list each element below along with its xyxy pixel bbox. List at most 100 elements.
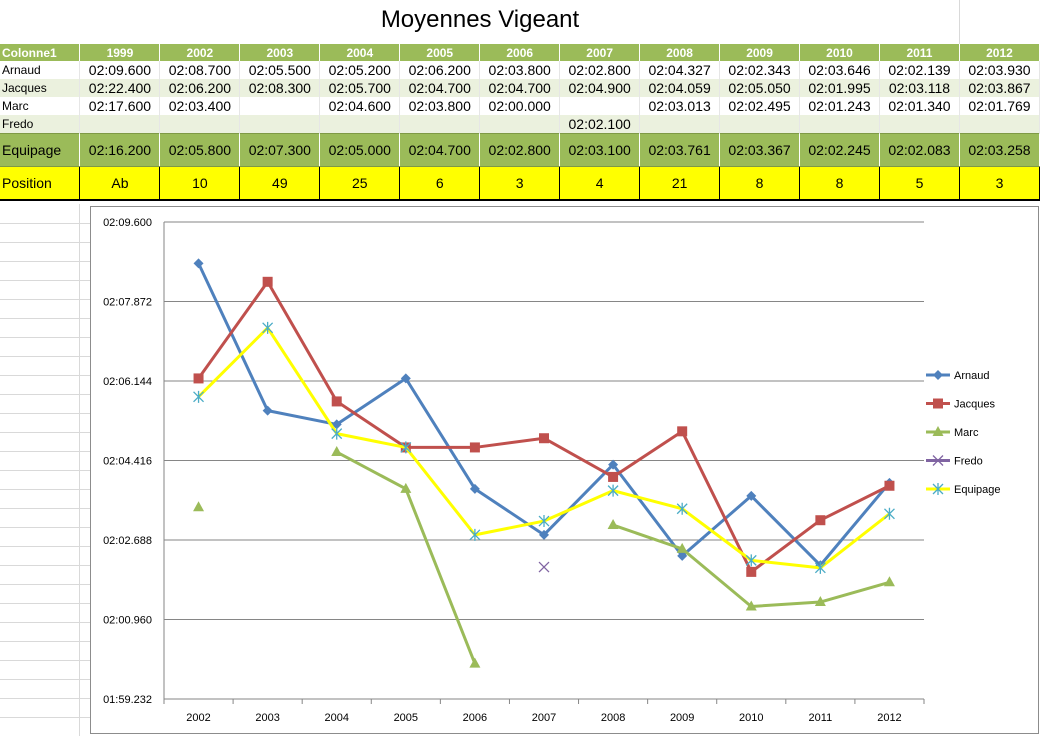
table-cell[interactable]: 02:05.500 [239,61,321,79]
table-cell[interactable]: 3 [479,166,561,201]
table-cell[interactable]: 02:06.200 [159,79,241,97]
legend-marker-arnaud [933,370,943,380]
table-cell[interactable] [319,115,401,134]
column-header-year[interactable]: 2009 [719,44,801,61]
row-divider [0,679,90,680]
table-cell[interactable]: 5 [879,166,960,201]
row-label[interactable]: Position [0,166,81,201]
column-header[interactable]: Colonne1 [0,44,81,61]
table-cell[interactable]: 02:00.000 [479,97,561,115]
row-label[interactable]: Fredo [0,115,81,134]
table-cell[interactable]: 02:04.700 [399,79,481,97]
table-cell[interactable]: 02:03.367 [719,133,801,167]
table-cell[interactable]: 02:02.343 [719,61,801,79]
table-cell[interactable]: 02:01.995 [799,79,880,97]
table-cell[interactable]: 02:05.200 [319,61,401,79]
table-cell[interactable]: 02:03.800 [479,61,561,79]
table-cell[interactable]: 49 [239,166,321,201]
table-cell[interactable]: 02:03.930 [959,61,1040,79]
table-cell[interactable]: 02:05.700 [319,79,401,97]
table-cell[interactable]: 02:01.243 [799,97,880,115]
table-cell[interactable]: 6 [399,166,481,201]
table-cell[interactable]: 21 [639,166,721,201]
row-label[interactable]: Marc [0,97,81,115]
table-cell[interactable]: 02:04.700 [479,79,561,97]
column-header-year[interactable]: 2011 [879,44,960,61]
table-cell[interactable] [799,115,880,134]
table-cell[interactable]: 02:08.700 [159,61,241,79]
column-header-year[interactable]: 2003 [239,44,321,61]
chart-area[interactable]: 01:59.232 02:00.960 02:02.688 02:04.416 02:0… [90,206,1039,734]
table-cell[interactable]: 02:03.761 [639,133,721,167]
table-cell[interactable]: 02:02.495 [719,97,801,115]
table-cell[interactable] [479,115,561,134]
table-cell[interactable] [959,115,1040,134]
table-cell[interactable]: 02:02.100 [559,115,641,134]
table-cell[interactable]: 02:04.700 [399,133,481,167]
table-cell[interactable] [159,115,241,134]
table-cell[interactable]: 25 [319,166,401,201]
column-header-year[interactable]: 2002 [159,44,241,61]
table-cell[interactable] [639,115,721,134]
table-cell[interactable]: 8 [799,166,880,201]
table-cell[interactable]: 02:03.100 [559,133,641,167]
column-header-year[interactable]: 2008 [639,44,721,61]
table-cell[interactable]: 02:09.600 [79,61,161,79]
row-divider [0,375,90,376]
table-cell[interactable]: 02:02.083 [879,133,960,167]
table-cell[interactable] [559,97,641,115]
table-cell[interactable]: 02:01.340 [879,97,960,115]
table-cell[interactable]: 02:02.800 [559,61,641,79]
table-cell[interactable]: 02:05.000 [319,133,401,167]
table-cell[interactable] [239,115,321,134]
table-cell[interactable]: 02:22.400 [79,79,161,97]
table-cell[interactable]: 02:03.646 [799,61,880,79]
table-cell[interactable]: 02:04.059 [639,79,721,97]
table-cell[interactable]: 02:07.300 [239,133,321,167]
table-cell[interactable]: 8 [719,166,801,201]
table-cell[interactable]: 02:16.200 [79,133,161,167]
table-cell[interactable]: 02:05.800 [159,133,241,167]
table-cell[interactable]: 3 [959,166,1040,201]
table-cell[interactable]: 02:04.600 [319,97,401,115]
column-header-year[interactable]: 2004 [319,44,401,61]
table-cell[interactable]: 02:02.139 [879,61,960,79]
table-cell[interactable]: 02:04.327 [639,61,721,79]
table-cell[interactable]: 02:05.050 [719,79,801,97]
table-cell[interactable] [399,115,481,134]
data-table[interactable]: Colonne1 1999 2002 2003 2004 2005 2006 2007 2008… [0,44,1040,201]
table-cell[interactable]: Ab [79,166,161,201]
table-cell[interactable] [719,115,801,134]
table-cell[interactable]: 4 [559,166,641,201]
table-cell[interactable]: 02:03.800 [399,97,481,115]
data-point-marc [193,501,205,512]
table-cell[interactable]: 10 [159,166,241,201]
row-label[interactable]: Arnaud [0,61,81,79]
column-header-year[interactable]: 2012 [959,44,1040,61]
column-header-year[interactable]: 2006 [479,44,561,61]
row-label[interactable]: Equipage [0,133,81,167]
column-header-year[interactable]: 2005 [399,44,481,61]
table-cell[interactable]: 02:03.867 [959,79,1040,97]
table-cell[interactable]: 02:17.600 [79,97,161,115]
table-cell[interactable]: 02:02.800 [479,133,561,167]
table-cell[interactable]: 02:08.300 [239,79,321,97]
row-label[interactable]: Jacques [0,79,81,97]
column-header-year[interactable]: 1999 [79,44,161,61]
empty-cells[interactable] [0,204,90,736]
table-cell[interactable]: 02:03.013 [639,97,721,115]
column-header-year[interactable]: 2007 [559,44,641,61]
table-cell[interactable]: 02:06.200 [399,61,481,79]
table-cell[interactable]: 02:03.118 [879,79,960,97]
table-cell[interactable] [879,115,960,134]
y-tick-label: 02:07.872 [103,297,152,309]
table-cell[interactable] [239,97,321,115]
table-cell[interactable]: 02:03.258 [959,133,1040,167]
table-cell[interactable]: 02:01.769 [959,97,1040,115]
legend-marker-marc [932,426,944,436]
column-header-year[interactable]: 2010 [799,44,880,61]
table-cell[interactable] [79,115,161,134]
table-cell[interactable]: 02:02.245 [799,133,880,167]
table-cell[interactable]: 02:04.900 [559,79,641,97]
table-cell[interactable]: 02:03.400 [159,97,241,115]
